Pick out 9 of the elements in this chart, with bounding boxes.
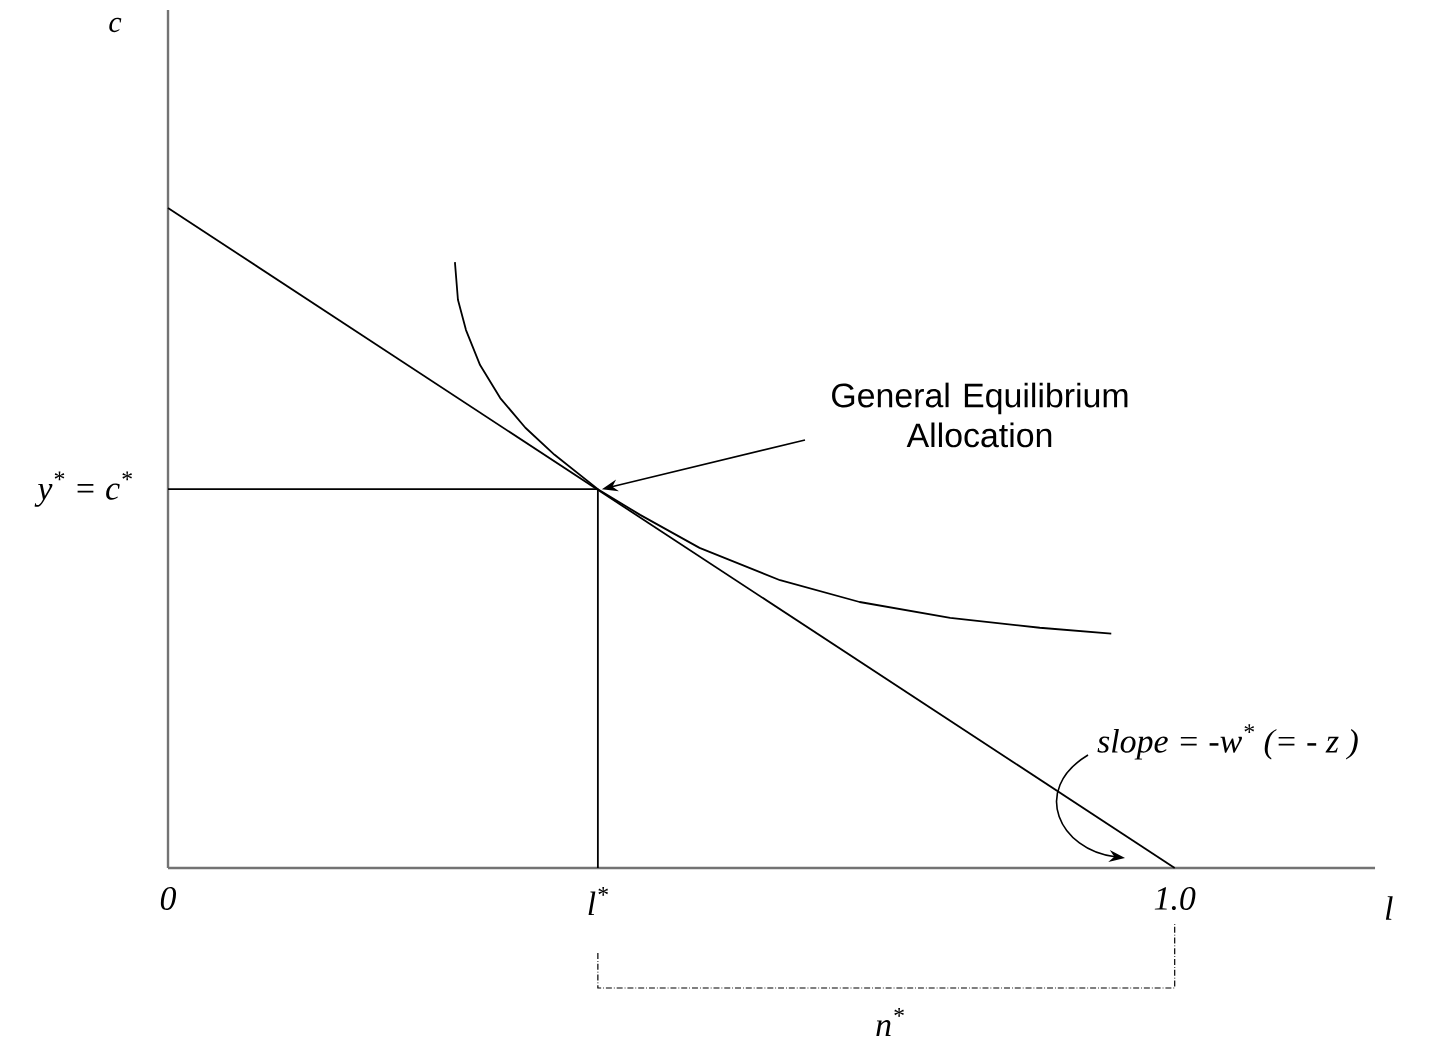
text: c [109, 17, 122, 33]
annotation: slope = -w$^{*}$ (= - z ) [1097, 724, 1358, 760]
annotation: General Equilibrium Allocation [832, 382, 1128, 448]
text: n$^{*}$ [876, 1008, 904, 1037]
x-tick-label: 0 [160, 887, 177, 911]
x-axis-title: l [1385, 896, 1393, 920]
x-tick-label: 1.0 [1154, 887, 1196, 911]
x-tick-label: l$^{*}$ [588, 887, 608, 916]
annotation: y$^{*}$ = c$^{*}$ [34, 471, 132, 507]
